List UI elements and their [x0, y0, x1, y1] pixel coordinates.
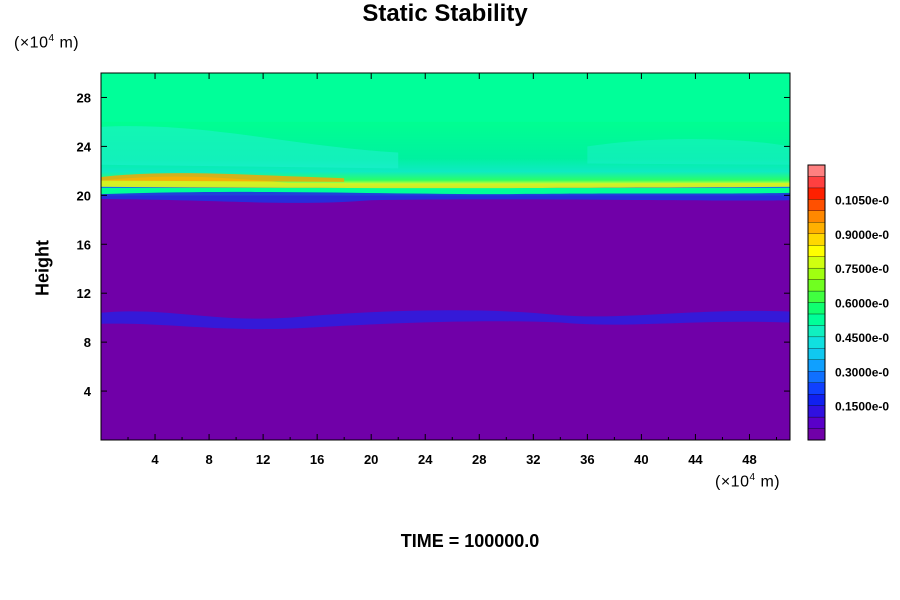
- colorbar-label: 0.6000e-0: [835, 297, 889, 311]
- colorbar-swatch: [807, 325, 826, 338]
- colorbar-label: 0.1050e-0: [835, 193, 889, 207]
- colorbar-swatch: [807, 279, 826, 292]
- time-stamp: TIME = 100000.0: [400, 531, 540, 551]
- x-tick-label: 24: [418, 452, 433, 467]
- x-tick-label: 8: [205, 452, 212, 467]
- colorbar-swatch: [807, 416, 826, 429]
- mid-level-band: [101, 310, 790, 330]
- x-tick-label: 36: [580, 452, 594, 467]
- y-axis-unit: (×104 m): [14, 33, 80, 52]
- x-tick-label: 4: [151, 452, 159, 467]
- colorbar-label: 0.1500e-0: [835, 400, 889, 414]
- colorbar-swatch: [807, 290, 826, 303]
- x-tick-label: 48: [742, 452, 756, 467]
- x-tick-label: 32: [526, 452, 540, 467]
- y-tick-label: 28: [77, 90, 91, 105]
- colorbar-swatch: [807, 210, 826, 223]
- x-axis-unit: (×104 m): [715, 472, 781, 491]
- colorbar-swatch: [807, 256, 826, 269]
- x-tick-label: 40: [634, 452, 648, 467]
- colorbar-swatch: [807, 245, 826, 257]
- y-tick-label: 20: [77, 188, 91, 203]
- x-tick-label: 20: [364, 452, 378, 467]
- y-tick-label: 24: [77, 139, 92, 154]
- x-tick-label: 44: [688, 452, 703, 467]
- colorbar-swatch: [807, 348, 826, 360]
- tropopause-blue-band: [101, 191, 790, 203]
- y-tick-label: 16: [77, 237, 91, 252]
- colorbar-swatch: [807, 199, 826, 211]
- upper-streak-left: [101, 126, 399, 169]
- colorbar-label: 0.7500e-0: [835, 262, 889, 276]
- colorbar-swatch: [807, 187, 826, 200]
- tropopause-high-band: [101, 176, 790, 189]
- colorbar-swatch: [807, 371, 826, 383]
- colorbar-swatch: [807, 428, 826, 441]
- x-tick-label: 12: [256, 452, 270, 467]
- colorbar-swatch: [807, 267, 826, 280]
- x-tick-label: 16: [310, 452, 324, 467]
- colorbar-label: 0.9000e-0: [835, 228, 889, 242]
- y-tick-label: 12: [77, 286, 91, 301]
- colorbar-label: 0.4500e-0: [835, 331, 889, 345]
- colorbar-swatch: [807, 405, 826, 418]
- colorbar-swatch: [807, 164, 826, 177]
- colorbar-swatch: [807, 382, 826, 395]
- colorbar-swatch: [807, 176, 826, 189]
- y-tick-label: 4: [84, 384, 92, 399]
- colorbar-label: 0.3000e-0: [835, 365, 889, 379]
- colorbar-swatch: [807, 336, 826, 349]
- colorbar-swatch: [807, 233, 826, 246]
- colorbar-swatch: [807, 302, 826, 315]
- colorbar-frame: [807, 164, 826, 441]
- tropopause-peak: [101, 173, 345, 182]
- x-tick-label: 28: [472, 452, 486, 467]
- colorbar-swatch: [807, 394, 826, 406]
- colorbar-swatch: [807, 313, 826, 326]
- upper-streak-right: [587, 138, 790, 165]
- y-tick-label: 8: [84, 335, 91, 350]
- plot-frame: [100, 72, 791, 441]
- colorbar-swatch: [807, 359, 826, 372]
- chart-title: Static Stability: [362, 0, 528, 27]
- colorbar-swatch: [807, 222, 826, 234]
